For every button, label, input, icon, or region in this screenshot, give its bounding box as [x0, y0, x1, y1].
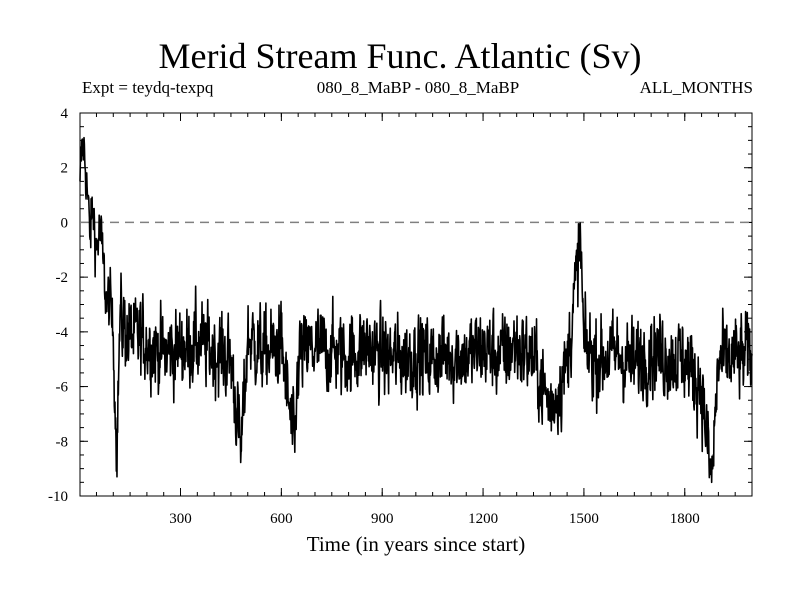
y-tick-label: 4 [61, 106, 69, 122]
x-axis-label: Time (in years since start) [307, 532, 526, 556]
period-label: 080_8_MaBP - 080_8_MaBP [316, 78, 520, 97]
months-label: ALL_MONTHS [639, 78, 753, 97]
y-tick-label: -8 [56, 434, 69, 450]
experiment-label: Expt = teydq-texpq [82, 78, 214, 97]
y-tick-label: -4 [56, 325, 69, 341]
x-tick-label: 1800 [670, 511, 700, 527]
y-tick-label: -10 [48, 489, 68, 505]
x-tick-label: 300 [169, 511, 192, 527]
x-tick-label: 1200 [468, 511, 498, 527]
x-tick-label: 900 [371, 511, 394, 527]
y-tick-label: -6 [56, 380, 69, 396]
y-tick-label: 2 [61, 161, 69, 177]
plot-frame [79, 112, 753, 497]
series-line [79, 136, 753, 484]
chart-title: Merid Stream Func. Atlantic (Sv) [158, 36, 642, 76]
y-tick-label: -2 [56, 270, 69, 286]
x-tick-label: 1500 [569, 511, 599, 527]
y-tick-label: 0 [61, 215, 69, 231]
x-tick-label: 600 [270, 511, 293, 527]
